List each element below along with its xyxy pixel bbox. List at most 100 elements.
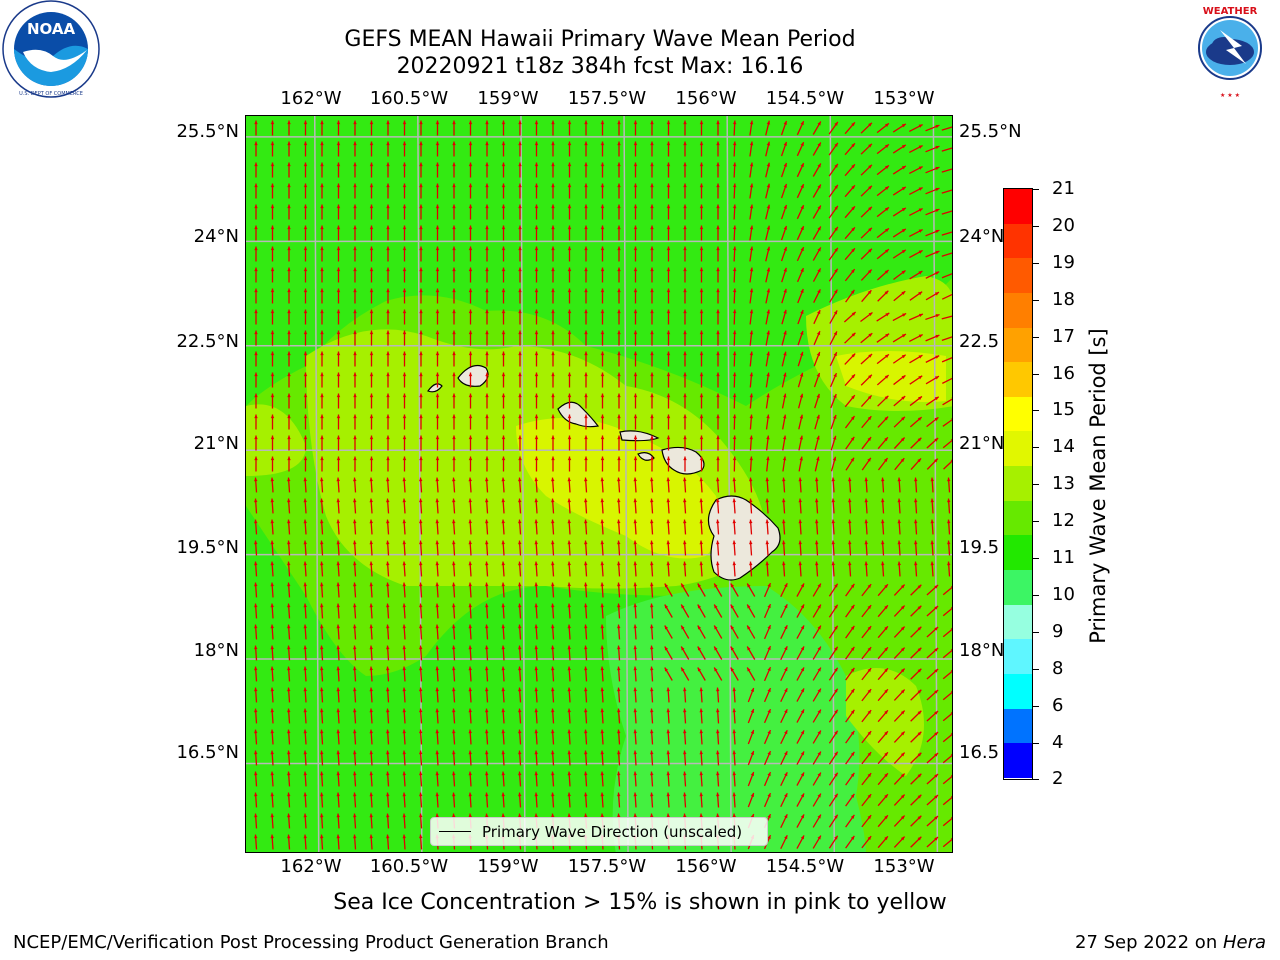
- wave-arrow: [567, 540, 571, 556]
- noaa-logo: NOAA U.S. DEPT OF COMMERCE: [1, 0, 101, 100]
- wave-arrow: [925, 355, 940, 363]
- wave-arrow: [747, 792, 755, 808]
- wave-arrow: [716, 120, 720, 136]
- wave-arrow: [518, 330, 522, 346]
- wave-arrow: [468, 708, 472, 724]
- wave-arrow: [716, 225, 720, 241]
- wave-arrow: [713, 604, 723, 618]
- wave-arrow: [418, 813, 423, 829]
- wave-arrow: [369, 246, 374, 262]
- wave-arrow: [746, 625, 756, 639]
- wave-arrow: [925, 334, 940, 342]
- wave-arrow: [909, 291, 923, 301]
- wave-arrow: [600, 309, 605, 325]
- wave-arrow: [484, 519, 489, 535]
- wave-arrow: [925, 313, 940, 321]
- wave-arrow: [600, 645, 604, 661]
- wave-arrow: [699, 204, 704, 220]
- wave-arrow: [435, 792, 439, 808]
- wave-arrow: [287, 309, 291, 325]
- lat-label-right: 22.5: [959, 331, 1000, 352]
- wave-arrow: [844, 394, 856, 408]
- wave-arrow: [683, 204, 687, 220]
- wave-arrow: [683, 225, 687, 241]
- wave-arrow: [468, 582, 472, 598]
- wave-arrow: [567, 204, 572, 220]
- wave-arrow: [699, 183, 704, 199]
- wave-arrow: [780, 750, 788, 766]
- wave-arrow: [485, 162, 489, 178]
- wave-arrow: [352, 666, 357, 682]
- wave-arrow: [435, 351, 440, 367]
- wave-arrow: [336, 792, 340, 808]
- wave-arrow: [860, 206, 873, 218]
- wave-arrow: [732, 204, 737, 220]
- wave-arrow: [893, 270, 906, 280]
- wave-arrow: [781, 351, 787, 367]
- wave-arrow: [600, 498, 604, 514]
- wave-arrow: [452, 204, 456, 220]
- wave-arrow: [716, 330, 720, 346]
- wave-arrow: [796, 709, 805, 723]
- wave-arrow: [941, 168, 952, 173]
- wave-arrow: [781, 267, 787, 283]
- wave-arrow: [683, 414, 687, 430]
- wave-arrow: [600, 267, 605, 283]
- wave-arrow: [352, 771, 357, 787]
- wave-arrow: [649, 540, 654, 556]
- wave-arrow: [812, 814, 822, 828]
- wave-arrow: [682, 519, 687, 535]
- wave-arrow: [534, 666, 538, 682]
- wave-arrow: [942, 753, 952, 764]
- wave-arrow: [845, 289, 855, 303]
- wave-arrow: [336, 687, 340, 703]
- wave-arrow: [270, 750, 274, 766]
- wave-arrow: [270, 204, 275, 220]
- wave-arrow: [303, 687, 307, 703]
- wave-arrow: [617, 267, 621, 283]
- wave-arrow: [796, 204, 805, 220]
- wave-arrow: [435, 645, 439, 661]
- wave-arrow: [680, 625, 690, 639]
- wave-arrow: [286, 561, 291, 577]
- wave-arrow: [303, 246, 308, 262]
- wave-arrow: [402, 666, 406, 682]
- wave-arrow: [616, 624, 621, 640]
- wave-arrow: [893, 836, 906, 848]
- wave-arrow: [402, 204, 407, 220]
- wave-arrow: [828, 814, 839, 828]
- wave-arrow: [746, 667, 756, 681]
- wave-arrow: [649, 687, 654, 703]
- wave-arrow: [550, 561, 555, 577]
- map-panel[interactable]: [245, 115, 953, 853]
- wave-arrow: [254, 372, 258, 388]
- wave-arrow: [942, 418, 952, 427]
- colorbar-segment: [1004, 258, 1032, 293]
- wave-arrow: [763, 687, 772, 703]
- wave-arrow: [946, 498, 951, 514]
- wave-arrow: [270, 246, 275, 262]
- wave-arrow: [926, 626, 939, 638]
- wave-arrow: [732, 687, 736, 703]
- wave-arrow: [336, 771, 340, 787]
- wave-arrow: [946, 540, 951, 556]
- wave-arrow: [369, 729, 373, 745]
- wave-arrow: [699, 561, 703, 577]
- wave-arrow: [567, 414, 572, 430]
- wave-arrow: [353, 183, 357, 199]
- wave-arrow: [845, 730, 855, 744]
- wave-arrow: [534, 309, 539, 325]
- wave-arrow: [385, 519, 390, 535]
- wave-arrow: [319, 498, 324, 514]
- lat-label-left: 16.5°N: [176, 742, 239, 763]
- wave-arrow: [286, 813, 291, 829]
- colorbar-tick-mark: [1033, 521, 1039, 523]
- wave-arrow: [484, 666, 489, 682]
- wave-arrow: [485, 372, 489, 388]
- wave-arrow: [452, 162, 456, 178]
- wave-arrow: [567, 393, 572, 409]
- wave-arrow: [551, 246, 555, 262]
- wave-arrow: [925, 124, 940, 132]
- wave-arrow: [517, 519, 522, 535]
- wave-arrow: [418, 498, 423, 514]
